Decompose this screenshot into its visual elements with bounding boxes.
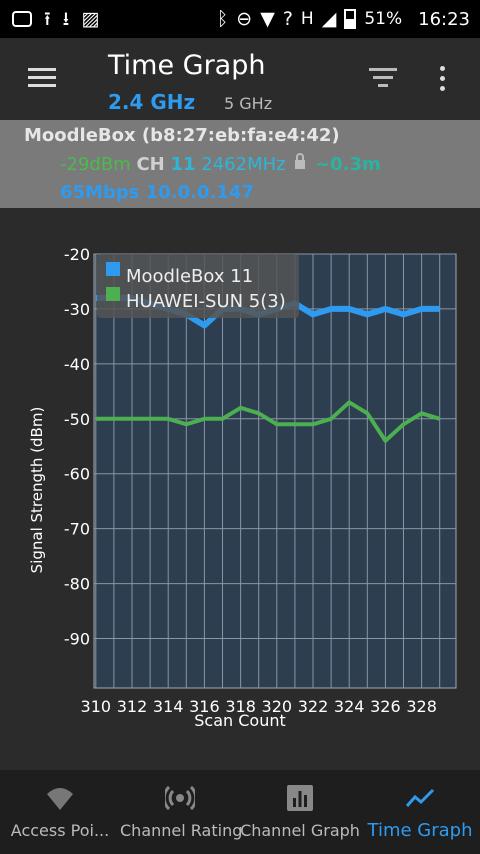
bottom-navigation: Access Poi... Channel Rating Channel Gra… (0, 770, 480, 854)
nav-label: Time Graph (367, 820, 473, 841)
network-type: H (300, 9, 314, 29)
status-system: ᛒ ⊖ ▼ ? H ◢ 51% 16:23 (217, 0, 470, 38)
download-icon: ⭳ (62, 7, 70, 30)
x-tick-label: 326 (370, 697, 401, 716)
upload-icon: ⭱ (44, 7, 51, 30)
y-tick-label: -80 (64, 575, 90, 594)
legend-label-moodlebox: MoodleBox 11 (126, 266, 253, 287)
grid-lines (94, 253, 456, 688)
y-tick-label: -70 (64, 520, 90, 539)
x-tick-label: 312 (117, 697, 148, 716)
nav-label: Channel Graph (240, 821, 360, 840)
x-tick-label: 322 (298, 697, 329, 716)
battery-icon (344, 9, 357, 29)
lock-icon (295, 153, 306, 169)
battery-percent: 51% (364, 9, 403, 29)
x-tick-labels: 310 312 314 316 318 320 322 324 326 328 (81, 697, 437, 716)
chat-icon (12, 11, 32, 27)
nav-channel-graph[interactable]: Channel Graph (240, 770, 360, 854)
status-notifications: ⭱ ⭳ ▨ (0, 7, 100, 30)
x-tick-label: 316 (189, 697, 220, 716)
nav-label: Access Poi... (10, 821, 110, 840)
y-tick-label: -30 (64, 300, 90, 319)
legend-swatch-huawei (106, 287, 120, 301)
x-tick-label: 310 (81, 697, 112, 716)
channel-rating-icon (165, 785, 195, 811)
y-tick-labels: -20 -30 -40 -50 -60 -70 -80 -90 (64, 245, 90, 649)
bluetooth-icon: ᛒ (216, 7, 229, 30)
nav-label: Channel Rating (120, 821, 243, 840)
legend: MoodleBox 11 HUAWEI-SUN 5(3) (97, 254, 299, 318)
x-tick-label: 328 (406, 697, 437, 716)
y-tick-label: -50 (64, 410, 90, 429)
legend-label-huawei: HUAWEI-SUN 5(3) (126, 291, 286, 312)
x-tick-label: 318 (225, 697, 256, 716)
channel-label: CH (136, 154, 165, 175)
dnd-icon: ⊖ (236, 7, 253, 30)
unknown-network-icon: ? (282, 7, 293, 30)
image-icon: ▨ (81, 7, 100, 30)
menu-icon[interactable] (28, 68, 56, 88)
legend-box (97, 254, 299, 318)
band-tab-5ghz[interactable]: 5 GHz (224, 94, 273, 113)
x-tick-label: 314 (153, 697, 184, 716)
time-graph-icon (405, 788, 435, 807)
signal-icon: ◢ (321, 7, 337, 30)
y-tick-label: -60 (64, 465, 90, 484)
nav-time-graph[interactable]: Time Graph (360, 770, 480, 854)
wifi-icon: ▼ (260, 7, 275, 30)
y-tick-label: -90 (64, 630, 90, 649)
x-tick-label: 320 (262, 697, 293, 716)
legend-swatch-moodlebox (106, 262, 120, 276)
more-options-icon[interactable] (440, 66, 446, 96)
app-bar: Time Graph 2.4 GHz 5 GHz (0, 38, 480, 120)
wifi-icon (47, 788, 73, 810)
bar-chart-icon (287, 785, 313, 811)
signal-level: -29dBm (60, 154, 131, 175)
status-bar: ⭱ ⭳ ▨ ᛒ ⊖ ▼ ? H ◢ 51% 16:23 (0, 0, 480, 38)
plot-area (93, 253, 457, 689)
channel-value: 11 (170, 154, 196, 175)
connection-panel[interactable]: MoodleBox (b8:27:eb:fa:e4:42) -29dBm CH … (0, 120, 480, 208)
connection-name: MoodleBox (b8:27:eb:fa:e4:42) (24, 125, 340, 146)
series-line-1 (95, 400, 441, 443)
x-axis-label: Scan Count (194, 711, 286, 730)
distance: ~0.3m (315, 154, 381, 175)
speed-ip: 65Mbps 10.0.0.147 (60, 182, 254, 203)
y-tick-label: -20 (64, 245, 90, 264)
page-title: Time Graph (108, 50, 266, 81)
x-tick-label: 324 (334, 697, 365, 716)
nav-channel-rating[interactable]: Channel Rating (120, 770, 243, 854)
connection-details: -29dBm CH 11 2462MHz ~0.3m (60, 153, 381, 175)
filter-icon[interactable] (368, 68, 398, 90)
time-graph-chart: -20 -30 -40 -50 -60 -70 -80 -90 310 312 314 316 318… (28, 245, 457, 730)
frequency: 2462MHz (201, 154, 286, 175)
nav-access-points[interactable]: Access Poi... (0, 770, 120, 854)
y-axis-label: Signal Strength (dBm) (28, 407, 46, 574)
clock: 16:23 (418, 8, 470, 30)
band-tab-2ghz[interactable]: 2.4 GHz (108, 90, 196, 114)
y-tick-label: -40 (64, 355, 90, 374)
